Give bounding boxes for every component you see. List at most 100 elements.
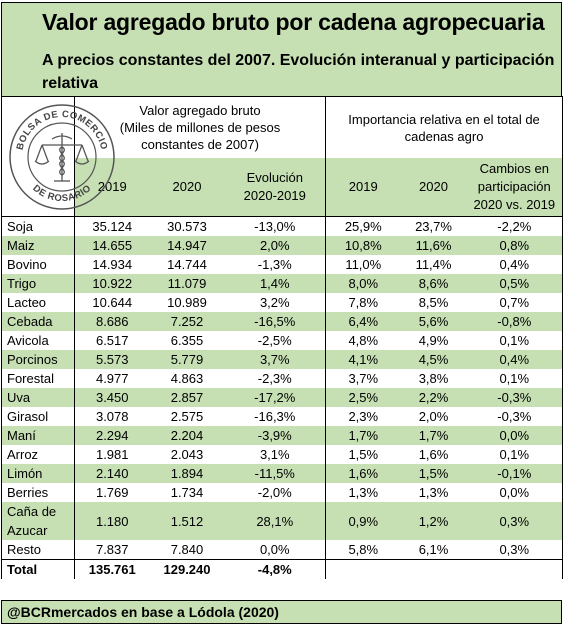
total-empty [400, 559, 467, 579]
row-product: Arroz [1, 445, 75, 464]
row-evol: 3,7% [224, 350, 326, 369]
row-evol: 3,1% [224, 445, 326, 464]
row-p2019: 6,4% [325, 312, 401, 331]
row-product: Maní [1, 426, 75, 445]
row-p2020: 8,5% [400, 293, 467, 312]
col-chg-line1: Cambios en [479, 161, 549, 176]
row-v2020: 14.744 [149, 255, 225, 274]
row-p2020: 4,9% [400, 331, 467, 350]
col-header-cambios: Cambios en participación 2020 vs. 2019 [466, 158, 564, 217]
group-vab-line1: Valor agregado bruto [139, 103, 261, 118]
row-v2019: 4.977 [74, 369, 150, 388]
row-v2019: 6.517 [74, 331, 150, 350]
row-v2020: 7.252 [149, 312, 225, 331]
row-v2019: 10.922 [74, 274, 150, 293]
row-product: Resto [1, 540, 75, 560]
table-row: Trigo 10.922 11.079 1,4% 8,0% 8,6% 0,5% [1, 274, 564, 293]
table-row: Avicola 6.517 6.355 -2,5% 4,8% 4,9% 0,1% [1, 331, 564, 350]
row-p2019: 0,9% [325, 502, 401, 540]
row-chg: 0,4% [466, 350, 564, 369]
row-evol: -13,0% [224, 216, 326, 236]
row-evol: -16,3% [224, 407, 326, 426]
row-p2019: 2,3% [325, 407, 401, 426]
row-p2020: 5,6% [400, 312, 467, 331]
row-v2019: 1.981 [74, 445, 150, 464]
report-subtitle: A precios constantes del 2007. Evolución… [42, 52, 555, 92]
row-v2020: 14.947 [149, 236, 225, 255]
table-row: Lacteo 10.644 10.989 3,2% 7,8% 8,5% 0,7% [1, 293, 564, 312]
row-chg: 0,7% [466, 293, 564, 312]
row-v2019: 10.644 [74, 293, 150, 312]
row-v2019: 2.140 [74, 464, 150, 483]
table-row: Cebada 8.686 7.252 -16,5% 6,4% 5,6% -0,8% [1, 312, 564, 331]
row-p2019: 1,3% [325, 483, 401, 502]
row-product-line1: Caña de [7, 504, 57, 519]
col-header-2019: 2019 [74, 158, 150, 217]
table-row: Soja 35.124 30.573 -13,0% 25,9% 23,7% -2,2% [1, 216, 564, 236]
svg-text:DE ROSARIO: DE ROSARIO [31, 183, 94, 204]
row-product-line2: Azucar [7, 523, 48, 538]
row-product: Lacteo [1, 293, 75, 312]
title-block: Valor agregado bruto por cadena agropecu… [1, 2, 562, 96]
row-p2020: 11,4% [400, 255, 467, 274]
row-p2020: 11,6% [400, 236, 467, 255]
col-header-part-2019: 2019 [325, 158, 401, 217]
col-evol-line2: 2020-2019 [243, 188, 306, 203]
col-chg-line3: 2020 vs. 2019 [473, 197, 556, 212]
row-p2019: 11,0% [325, 255, 401, 274]
total-v2019: 135.761 [74, 559, 150, 579]
total-label: Total [1, 559, 75, 579]
row-evol: -3,9% [224, 426, 326, 445]
row-product: Maiz [1, 236, 75, 255]
row-evol: -2,0% [224, 483, 326, 502]
row-v2019: 14.934 [74, 255, 150, 274]
row-p2020: 23,7% [400, 216, 467, 236]
total-empty [466, 559, 564, 579]
table-row: Arroz 1.981 2.043 3,1% 1,5% 1,6% 0,1% [1, 445, 564, 464]
row-v2020: 30.573 [149, 216, 225, 236]
col-header-part-2020: 2020 [400, 158, 467, 217]
row-chg: 0,1% [466, 331, 564, 350]
table-row: Limón 2.140 1.894 -11,5% 1,6% 1,5% -0,1% [1, 464, 564, 483]
row-v2019: 7.837 [74, 540, 150, 560]
row-v2020: 1.734 [149, 483, 225, 502]
row-chg: -0,1% [466, 464, 564, 483]
row-evol: 2,0% [224, 236, 326, 255]
row-evol: -17,2% [224, 388, 326, 407]
table-row: Maní 2.294 2.204 -3,9% 1,7% 1,7% 0,0% [1, 426, 564, 445]
col-header-evolucion: Evolución 2020-2019 [224, 158, 326, 217]
group-vab-line2: (Miles de millones de pesos [119, 120, 281, 135]
table-row: Resto 7.837 7.840 0,0% 5,8% 6,1% 0,3% [1, 540, 564, 560]
row-evol: 0,0% [224, 540, 326, 560]
row-v2020: 10.989 [149, 293, 225, 312]
row-p2020: 1,6% [400, 445, 467, 464]
row-chg: 0,0% [466, 426, 564, 445]
total-evol: -4,8% [224, 559, 326, 579]
row-product: Cebada [1, 312, 75, 331]
row-v2019: 3.450 [74, 388, 150, 407]
report-title: Valor agregado bruto por cadena agropecu… [42, 9, 545, 35]
row-v2020: 1.512 [149, 502, 225, 540]
row-v2020: 5.779 [149, 350, 225, 369]
row-product: Avicola [1, 331, 75, 350]
logo-cell: BOLSA DE COMERCIO DE ROSARIO [1, 96, 115, 217]
row-evol: -11,5% [224, 464, 326, 483]
row-v2019: 14.655 [74, 236, 150, 255]
row-p2019: 4,1% [325, 350, 401, 369]
row-v2019: 2.294 [74, 426, 150, 445]
header-row-columns: 2019 2020 Evolución 2020-2019 2019 2020 … [2, 158, 564, 217]
row-chg: 0,4% [466, 255, 564, 274]
row-p2020: 1,5% [400, 464, 467, 483]
row-v2020: 1.894 [149, 464, 225, 483]
row-p2020: 2,0% [400, 407, 467, 426]
row-v2020: 2.857 [149, 388, 225, 407]
row-v2020: 4.863 [149, 369, 225, 388]
row-chg: 0,3% [466, 502, 564, 540]
scales-caduceus-icon [34, 133, 90, 182]
row-v2019: 1.769 [74, 483, 150, 502]
row-product: Girasol [1, 407, 75, 426]
row-v2020: 2.204 [149, 426, 225, 445]
table-row: Caña de Azucar 1.180 1.512 28,1% 0,9% 1,2% 0,3% [1, 502, 564, 540]
row-p2019: 1,6% [325, 464, 401, 483]
